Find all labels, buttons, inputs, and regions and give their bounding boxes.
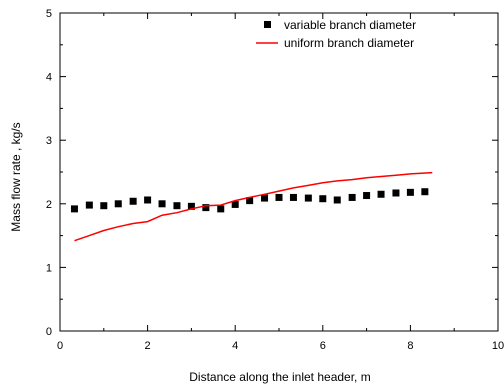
x-axis-title: Distance along the inlet header, m: [189, 370, 370, 384]
data-point-variable-branch-diameter: [173, 202, 181, 210]
x-tick-label: 0: [57, 340, 63, 352]
data-point-variable-branch-diameter: [246, 197, 254, 205]
data-point-variable-branch-diameter: [319, 195, 327, 203]
y-tick-label: 3: [46, 135, 52, 147]
data-point-variable-branch-diameter: [348, 193, 356, 201]
x-tick-label: 6: [320, 340, 326, 352]
data-point-variable-branch-diameter: [129, 197, 137, 205]
data-point-variable-branch-diameter: [85, 201, 93, 209]
legend-square-swatch: [264, 21, 271, 28]
x-tick-label: 2: [145, 340, 151, 352]
legend-label: variable branch diameter: [284, 18, 416, 32]
data-point-variable-branch-diameter: [187, 202, 195, 210]
y-axis-title: Mass flow rate , kg/s: [9, 122, 23, 231]
y-tick-label: 4: [46, 72, 52, 84]
series-line-uniform-branch-diameter: [74, 171, 433, 242]
data-point-variable-branch-diameter: [421, 188, 429, 196]
data-point-variable-branch-diameter: [363, 192, 371, 200]
legend: variable branch diameter uniform branch d…: [256, 18, 416, 50]
data-point-variable-branch-diameter: [114, 200, 122, 208]
x-tick-label: 8: [407, 340, 413, 352]
x-tick-label: 10: [492, 340, 504, 352]
data-point-variable-branch-diameter: [261, 194, 269, 202]
y-tick-label: 5: [46, 8, 52, 20]
data-point-variable-branch-diameter: [231, 200, 239, 208]
data-point-variable-branch-diameter: [100, 202, 108, 210]
data-point-variable-branch-diameter: [202, 204, 210, 212]
data-point-variable-branch-diameter: [333, 196, 341, 204]
y-tick-label: 2: [46, 199, 52, 211]
legend-label: uniform branch diameter: [284, 36, 414, 50]
y-tick-label: 0: [46, 326, 52, 338]
data-point-variable-branch-diameter: [304, 194, 312, 202]
data-point-variable-branch-diameter: [289, 193, 297, 201]
data-point-variable-branch-diameter: [217, 205, 225, 213]
data-point-variable-branch-diameter: [406, 188, 414, 196]
data-point-variable-branch-diameter: [70, 205, 78, 213]
x-tick-label: 4: [232, 340, 238, 352]
data-point-variable-branch-diameter: [392, 189, 400, 197]
data-point-variable-branch-diameter: [275, 193, 283, 201]
data-point-variable-branch-diameter: [377, 190, 385, 198]
plot-frame: [59, 12, 499, 332]
plot-layer: 0 2 4 6 8 10 0 1 2 3 4 5: [46, 8, 504, 352]
data-point-variable-branch-diameter: [158, 200, 166, 208]
y-tick-label: 1: [46, 262, 52, 274]
data-point-variable-branch-diameter: [144, 196, 152, 204]
